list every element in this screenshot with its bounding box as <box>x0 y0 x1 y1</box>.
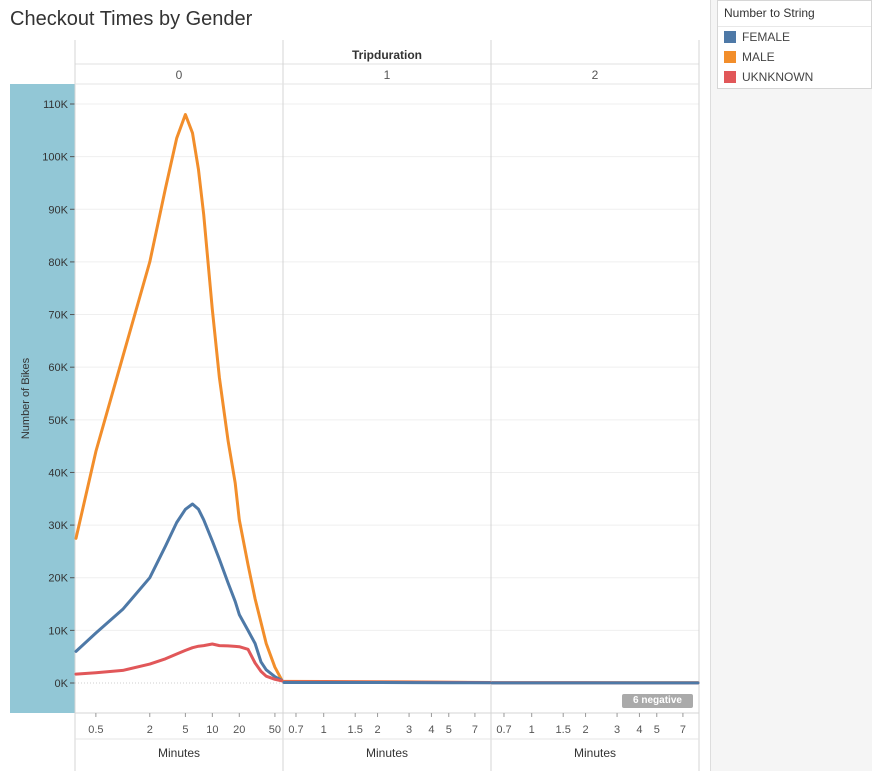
x-tick-label-1-3: 2 <box>374 724 380 736</box>
legend-swatch-female <box>724 31 736 43</box>
chart-title: Checkout Times by Gender <box>10 8 253 30</box>
y-tick-label-1: 10K <box>48 625 68 637</box>
legend-label-unknown: UKNKNOWN <box>742 70 814 84</box>
x-tick-label-1-1: 1 <box>321 724 327 736</box>
legend-item-female[interactable]: FEMALE <box>718 27 871 47</box>
y-tick-label-8: 80K <box>48 257 68 269</box>
x-tick-label-1-0: 0.7 <box>288 724 303 736</box>
legend-label-female: FEMALE <box>742 30 791 44</box>
y-tick-label-5: 50K <box>48 415 68 427</box>
x-tick-label-1-2: 1.5 <box>348 724 363 736</box>
x-tick-label-2-4: 3 <box>614 724 620 736</box>
legend-label-male: MALE <box>742 50 775 64</box>
y-tick-label-6: 60K <box>48 362 68 374</box>
series-line-female-panel-0 <box>74 502 284 682</box>
x-tick-label-2-3: 2 <box>582 724 588 736</box>
series-line-uknknown-panel-0 <box>74 642 284 683</box>
x-tick-label-0-1: 2 <box>147 724 153 736</box>
right-pane <box>710 0 872 771</box>
x-axis-title-0: Minutes <box>158 746 200 760</box>
x-tick-label-2-2: 1.5 <box>556 724 571 736</box>
y-tick-label-4: 40K <box>48 467 68 479</box>
series-line-male-panel-0 <box>74 113 284 682</box>
column-header: Tripduration <box>352 48 422 62</box>
y-axis-band <box>10 84 75 713</box>
y-tick-label-7: 70K <box>48 310 68 322</box>
legend: Number to String FEMALE MALE UKNKNOWN <box>717 0 872 89</box>
x-tick-label-2-5: 4 <box>636 724 642 736</box>
x-tick-label-0-2: 5 <box>182 724 188 736</box>
x-tick-label-1-7: 7 <box>472 724 478 736</box>
x-tick-label-1-6: 5 <box>446 724 452 736</box>
x-tick-label-0-3: 10 <box>206 724 218 736</box>
panel-header-1: 1 <box>384 68 391 82</box>
y-tick-label-3: 30K <box>48 520 68 532</box>
y-tick-label-10: 100K <box>42 152 68 164</box>
x-tick-label-2-7: 7 <box>680 724 686 736</box>
x-tick-label-0-0: 0.5 <box>88 724 103 736</box>
negative-values-badge[interactable]: 6 negative <box>622 694 693 708</box>
x-tick-label-1-4: 3 <box>406 724 412 736</box>
panel-header-2: 2 <box>592 68 599 82</box>
chart-svg: Number of BikesTripduration0K10K20K30K40… <box>10 40 700 771</box>
y-tick-label-2: 20K <box>48 573 68 585</box>
legend-title: Number to String <box>718 1 871 27</box>
legend-swatch-male <box>724 51 736 63</box>
x-axis-title-1: Minutes <box>366 746 408 760</box>
x-tick-label-2-6: 5 <box>654 724 660 736</box>
legend-swatch-unknown <box>724 71 736 83</box>
x-tick-label-0-5: 50 <box>269 724 281 736</box>
legend-item-unknown[interactable]: UKNKNOWN <box>718 67 871 87</box>
x-axis-title-2: Minutes <box>574 746 616 760</box>
y-axis-title: Number of Bikes <box>20 357 32 439</box>
x-tick-label-2-0: 0.7 <box>496 724 511 736</box>
x-tick-label-2-1: 1 <box>529 724 535 736</box>
x-tick-label-0-4: 20 <box>233 724 245 736</box>
panel-header-0: 0 <box>176 68 183 82</box>
x-tick-label-1-5: 4 <box>428 724 434 736</box>
legend-item-male[interactable]: MALE <box>718 47 871 67</box>
y-tick-label-9: 90K <box>48 204 68 216</box>
y-tick-label-11: 110K <box>43 99 69 111</box>
y-tick-label-0: 0K <box>55 678 69 690</box>
